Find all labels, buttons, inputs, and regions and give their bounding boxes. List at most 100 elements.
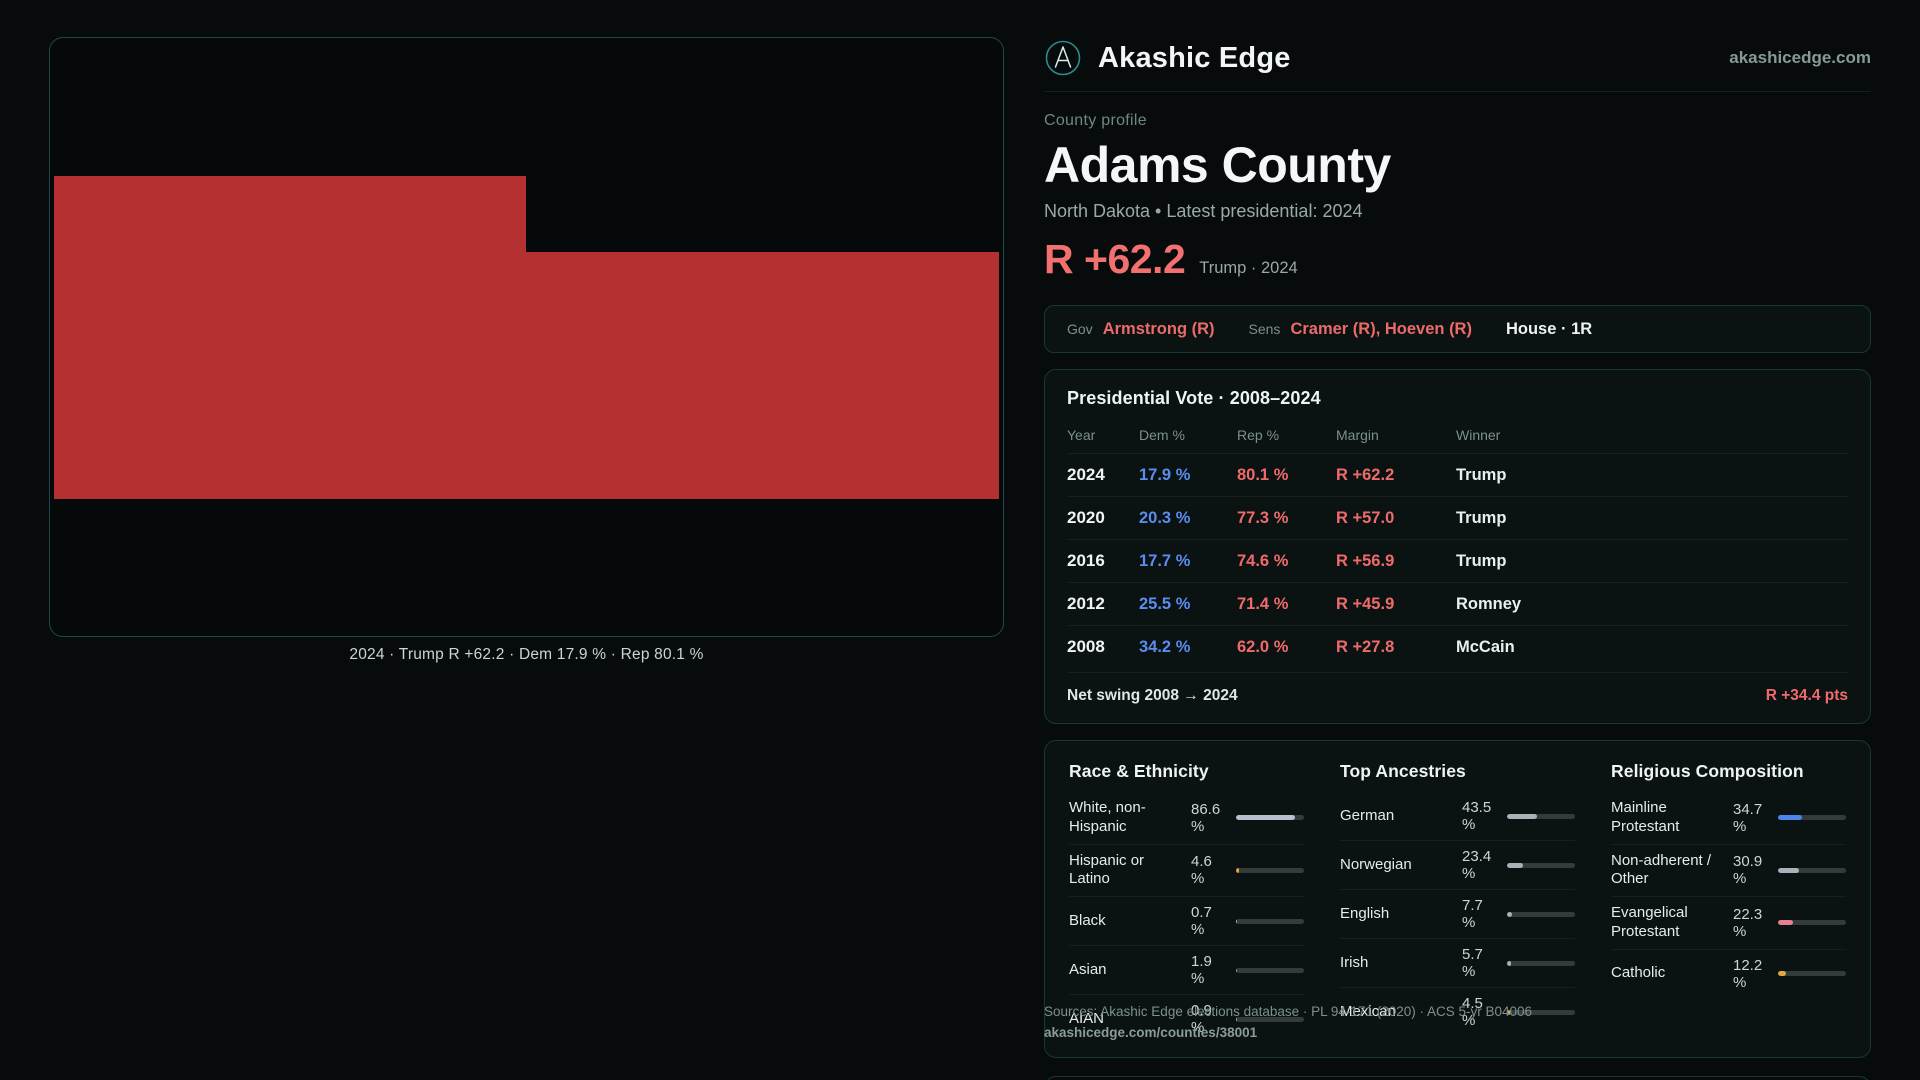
pres-table: Year Dem % Rep % Margin Winner 2024 17.9… [1067,419,1848,668]
list-item: Non-adherent / Other 30.9 % [1611,845,1846,897]
economics-panel: Economics & Language Median HH income Po… [1044,1076,1871,1080]
cell-rep: 80.1 % [1237,465,1289,484]
demo-bar-track [1507,960,1575,966]
demo-bar-track [1507,862,1575,868]
county-map [54,175,999,499]
cell-winner: Trump [1456,508,1507,527]
cell-margin: R +62.2 [1336,465,1395,484]
list-item: Mainline Protestant 34.7 % [1611,792,1846,845]
demo-bar-fill [1507,960,1511,966]
demo-bar-fill [1507,1009,1511,1015]
table-row: 2016 17.7 % 74.6 % R +56.9 Trump [1067,539,1848,582]
cell-year: 2012 [1067,594,1105,613]
ancestry-rows: German 43.5 % Norwegian 23.4 % English 7… [1340,792,1575,1036]
list-item: Irish 5.7 % [1340,939,1575,988]
demo-bar-fill [1778,815,1802,821]
demo-bar-fill [1507,911,1513,917]
gov-label: Gov [1067,321,1093,337]
table-row: 2024 17.9 % 80.1 % R +62.2 Trump [1067,453,1848,496]
demo-bar-fill [1507,813,1537,819]
demo-bar-track [1236,1016,1304,1022]
demo-value: 7.7 % [1462,897,1483,931]
list-item: Norwegian 23.4 % [1340,841,1575,890]
headline-margin-caption: Trump · 2024 [1199,259,1298,277]
table-row: 2012 25.5 % 71.4 % R +45.9 Romney [1067,582,1848,625]
cell-dem: 20.3 % [1139,508,1191,527]
demo-value: 12.2 % [1733,956,1763,991]
col-winner: Winner [1456,427,1501,443]
demo-label: Catholic [1611,964,1666,982]
list-item: English 7.7 % [1340,890,1575,939]
demo-value: 30.9 % [1733,853,1763,888]
religion-column: Religious Composition Mainline Protestan… [1611,761,1846,1043]
cell-dem: 34.2 % [1139,637,1191,656]
list-item: Mexican 4.5 % [1340,988,1575,1036]
sens-label: Sens [1248,321,1281,337]
demo-label: AIAN [1069,1009,1105,1027]
cell-rep: 71.4 % [1237,594,1289,613]
site-domain-link[interactable]: akashicedge.com [1729,48,1871,67]
cell-margin: R +45.9 [1336,594,1395,613]
house-value: House · 1R [1505,319,1593,338]
col-dem: Dem % [1139,427,1185,443]
sources-permalink[interactable]: akashicedge.com/counties/38001 [1044,1024,1258,1040]
cell-year: 2020 [1067,508,1105,527]
cell-winner: Trump [1456,465,1507,484]
akashic-edge-logo-icon [1044,39,1082,77]
list-item: White, non-Hispanic 86.6 % [1069,792,1304,845]
demo-bar-track [1778,920,1846,926]
demo-value: 86.6 % [1191,800,1221,835]
religion-rows: Mainline Protestant 34.7 % Non-adherent … [1611,792,1846,998]
cell-dem: 17.9 % [1139,465,1191,484]
ancestries-title: Top Ancestries [1340,761,1466,781]
sources-note: Sources: Akashic Edge elections database… [1044,1002,1532,1044]
cell-year: 2024 [1067,465,1105,484]
list-item: AIAN 0.9 % [1069,995,1304,1043]
demo-value: 1.9 % [1191,953,1212,987]
map-caption: 2024 · Trump R +62.2 · Dem 17.9 % · Rep … [349,646,704,663]
demo-bar-track [1236,967,1304,973]
list-item: Black 0.7 % [1069,897,1304,946]
cell-year: 2008 [1067,637,1105,656]
cell-margin: R +56.9 [1336,551,1395,570]
cell-winner: Trump [1456,551,1507,570]
list-item: Asian 1.9 % [1069,946,1304,995]
demo-label: Asian [1069,960,1107,978]
cell-winner: McCain [1456,637,1515,656]
table-row: 2008 34.2 % 62.0 % R +27.8 McCain [1067,625,1848,668]
demo-bar-fill [1236,1016,1237,1022]
col-margin: Margin [1336,427,1379,443]
demo-label: English [1340,904,1390,922]
ancestries-column: Top Ancestries German 43.5 % Norwegian 2… [1340,761,1575,1043]
presidential-vote-panel: Presidential Vote · 2008–2024 Year Dem %… [1044,369,1871,724]
cell-rep: 77.3 % [1237,508,1289,527]
demo-bar-track [1507,813,1575,819]
demo-bar-track [1236,867,1304,873]
demo-value: 22.3 % [1733,905,1763,940]
demo-value: 5.7 % [1462,946,1483,980]
pres-table-title: Presidential Vote · 2008–2024 [1067,388,1321,408]
demo-value: 0.9 % [1191,1002,1212,1036]
demo-value: 23.4 % [1462,848,1492,882]
demo-label: White, non-Hispanic [1069,799,1146,835]
demo-bar-track [1507,911,1575,917]
table-row: 2020 20.3 % 77.3 % R +57.0 Trump [1067,496,1848,539]
demo-bar-fill [1778,971,1787,976]
sources-line: Sources: Akashic Edge elections database… [1044,1004,1533,1019]
list-item: German 43.5 % [1340,792,1575,841]
county-shape [54,175,999,499]
demo-label: Norwegian [1340,855,1412,873]
col-year: Year [1067,427,1096,443]
demographics-grid: Race & Ethnicity White, non-Hispanic 86.… [1069,761,1846,1043]
cell-rep: 62.0 % [1237,637,1289,656]
brand-title: Akashic Edge [1098,41,1291,74]
county-name: Adams County [1044,137,1391,193]
app-header: Akashic Edge akashicedge.com [1044,39,1871,92]
net-swing-value: R +34.4 pts [1765,687,1848,704]
county-subtitle: North Dakota • Latest presidential: 2024 [1044,201,1363,221]
demo-bar-fill [1236,867,1240,873]
list-item: Catholic 12.2 % [1611,950,1846,998]
religion-title: Religious Composition [1611,761,1804,781]
officials-bar: Gov Armstrong (R) Sens Cramer (R), Hoeve… [1044,305,1871,353]
